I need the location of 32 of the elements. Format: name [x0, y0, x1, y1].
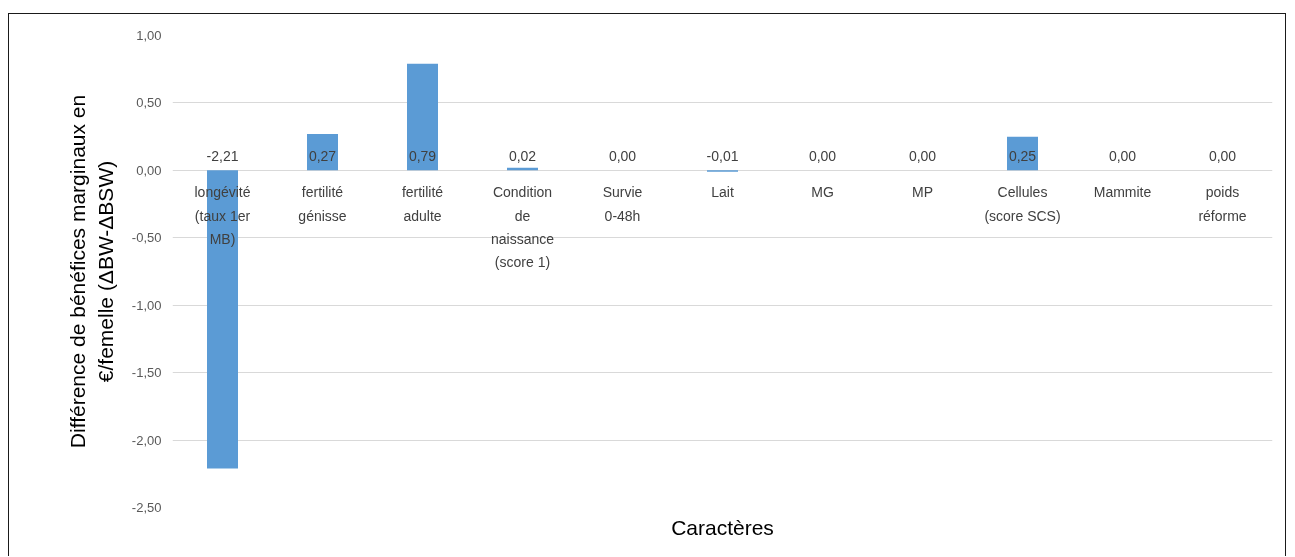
y-axis-title: Différence de bénéfices marginaux en €/femelle (ΔBW-ΔBSW) — [66, 94, 117, 449]
x-axis-title: Caractères — [671, 515, 774, 539]
data-label: -2,21 — [206, 148, 239, 165]
data-label: -0,01 — [706, 148, 739, 165]
x-tick-label: Cellules (score SCS) — [984, 184, 1061, 224]
data-label: 0,27 — [308, 148, 337, 165]
data-label: 0,02 — [508, 148, 537, 165]
data-label: 0,00 — [1208, 148, 1237, 165]
y-tick-label: -1,50 — [131, 365, 162, 381]
x-tick-label: fertilité adulte — [401, 184, 444, 224]
y-tick-label: 0,50 — [136, 95, 162, 111]
x-tick-label: poids réforme — [1198, 184, 1247, 224]
y-tick-label: 1,00 — [136, 28, 162, 43]
y-tick-label: 0,00 — [136, 162, 162, 178]
data-label: 0,00 — [908, 148, 937, 165]
y-tick-label: -1,00 — [131, 297, 162, 313]
x-tick-label: Condition de naissance (score 1) — [490, 184, 555, 270]
x-tick-label: Survie 0-48h — [602, 184, 643, 224]
x-tick-label: Lait — [711, 184, 734, 201]
data-label: 0,00 — [808, 148, 837, 165]
y-tick-label: -2,50 — [131, 500, 162, 515]
y-tick-label: -2,00 — [131, 432, 162, 448]
data-label: 0,79 — [408, 148, 437, 165]
x-tick-label: MP — [912, 184, 933, 201]
y-tick-label: -0,50 — [131, 230, 162, 246]
x-tick-label: Mammite — [1093, 184, 1152, 201]
data-label: 0,25 — [1008, 148, 1037, 165]
x-tick-label: MG — [811, 184, 834, 201]
data-label: 0,00 — [1108, 148, 1137, 165]
x-tick-label: fertilité génisse — [298, 184, 347, 224]
data-label: 0,00 — [608, 148, 637, 165]
bar — [407, 63, 438, 171]
